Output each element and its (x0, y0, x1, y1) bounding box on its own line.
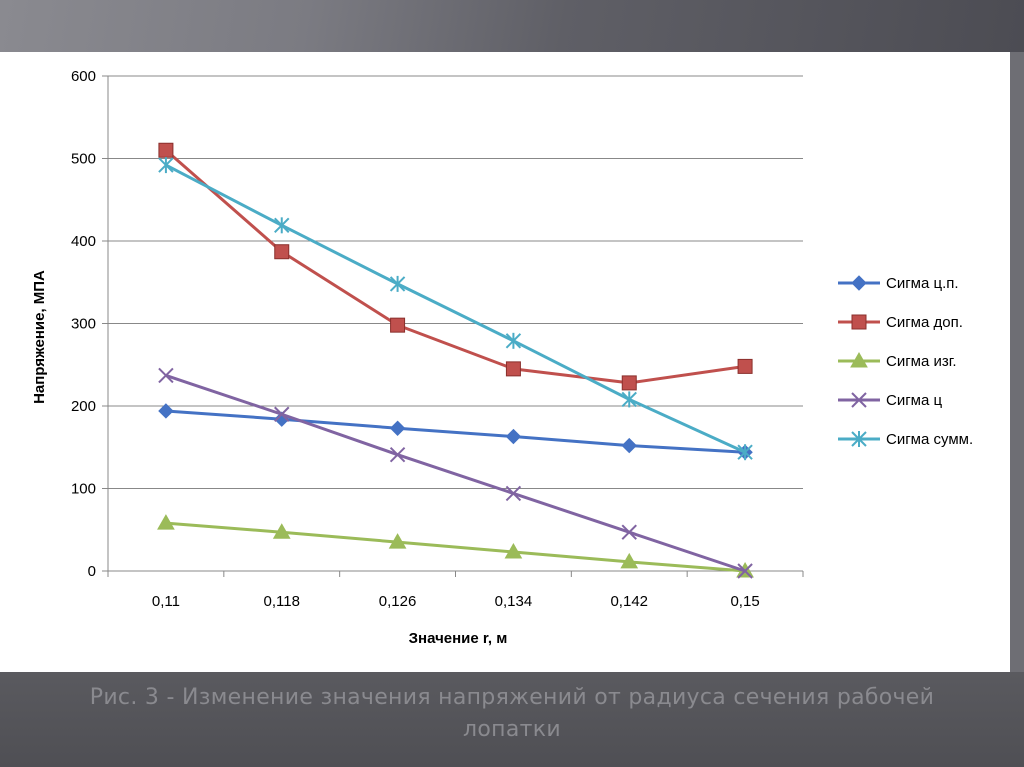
data-point (274, 244, 290, 260)
data-point (851, 431, 867, 447)
legend-label: Сигма ц.п. (886, 275, 959, 292)
data-point-stroke (737, 563, 753, 579)
data-point (851, 314, 867, 330)
y-tick-label: 500 (71, 151, 96, 168)
series-line (165, 163, 746, 454)
y-tick-label: 100 (71, 481, 96, 498)
data-point-stroke (158, 367, 174, 384)
y-tick-label: 0 (88, 563, 96, 580)
data-point (504, 543, 523, 559)
x-tick-label: 0,15 (730, 593, 759, 610)
data-point (505, 361, 521, 377)
legend-label: Сигма изг. (886, 353, 957, 370)
legend-item: Сигма ц (838, 392, 943, 409)
series-layer (157, 142, 754, 579)
series-line (165, 521, 746, 573)
series-4 (158, 367, 753, 579)
data-point (851, 275, 867, 291)
line-chart: 0 100 200 300 400 500 600 0,11 0,118 0,126 0,134 0,… (31, 68, 973, 647)
caption-line-1: Рис. 3 - Изменение значения напряжений о… (89, 685, 935, 710)
legend-item: Сигма изг. (838, 351, 957, 370)
data-point (272, 523, 291, 539)
data-point (620, 552, 639, 569)
data-point (621, 375, 637, 391)
x-tick-label: 0,11 (152, 593, 180, 610)
data-point (388, 533, 407, 549)
legend-item: Сигма ц.п. (838, 275, 959, 292)
data-point (850, 351, 868, 368)
slide-edge (1010, 52, 1024, 672)
data-point-stroke (389, 446, 406, 463)
y-tick-label: 600 (71, 68, 96, 85)
data-point (737, 444, 753, 461)
series-line (165, 409, 746, 454)
y-axis-title: Напряжение, МПА (31, 270, 48, 404)
series-3 (157, 514, 754, 578)
legend-item: Сигма доп. (838, 314, 963, 331)
x-tick-label: 0,142 (610, 593, 648, 610)
data-point-stroke (505, 485, 522, 502)
series-5 (158, 157, 753, 461)
legend-label: Сигма сумм. (886, 431, 973, 448)
data-point (505, 428, 522, 445)
data-point (621, 524, 637, 540)
legend-label: Сигма доп. (886, 314, 963, 331)
data-point (158, 367, 174, 384)
caption-line-2: лопатки (463, 717, 561, 742)
data-point-stroke (274, 406, 290, 422)
legend-layer: Сигма ц.п. Сигма доп. Сигма изг. Сигма ц Сиг… (838, 275, 973, 448)
data-point-stroke (851, 392, 867, 408)
series-2 (158, 142, 753, 391)
data-point (621, 437, 637, 454)
legend-item: Сигма сумм. (838, 431, 973, 448)
legend-label: Сигма ц (886, 392, 943, 409)
data-point (274, 406, 290, 422)
data-point (157, 514, 175, 530)
x-tick-label: 0,126 (379, 593, 417, 610)
series-line (164, 149, 746, 385)
x-tick-label: 0,118 (264, 593, 300, 610)
caption-band (0, 672, 1024, 767)
axis-layer: 0 100 200 300 400 500 600 0,11 0,118 0,126 0,134 0,… (71, 68, 804, 610)
figure-caption: Рис. 3 - Изменение значения напряжений о… (20, 682, 1004, 746)
data-point-stroke (621, 524, 637, 540)
y-tick-label: 200 (71, 398, 96, 415)
data-point (505, 332, 522, 349)
data-point (389, 446, 406, 463)
series-line (165, 374, 746, 573)
data-point (274, 217, 290, 234)
x-tick-label: 0,134 (495, 593, 533, 610)
data-point (505, 485, 522, 502)
data-point (158, 403, 174, 419)
slide-header-band (0, 0, 1024, 52)
data-point (737, 358, 753, 374)
data-point (737, 563, 753, 579)
data-point (851, 392, 867, 408)
y-tick-label: 400 (71, 233, 96, 250)
data-point (621, 391, 637, 408)
data-point (158, 142, 174, 158)
data-point (389, 275, 406, 292)
data-point (389, 420, 406, 436)
chart-panel: 0 100 200 300 400 500 600 0,11 0,118 0,126 0,134 0,… (0, 52, 1010, 672)
y-tick-label: 300 (71, 316, 96, 333)
data-point (158, 157, 174, 174)
grid-layer (108, 75, 803, 572)
x-axis-title: Значение r, м (409, 630, 508, 647)
data-point (390, 317, 406, 333)
series-1 (158, 403, 753, 460)
